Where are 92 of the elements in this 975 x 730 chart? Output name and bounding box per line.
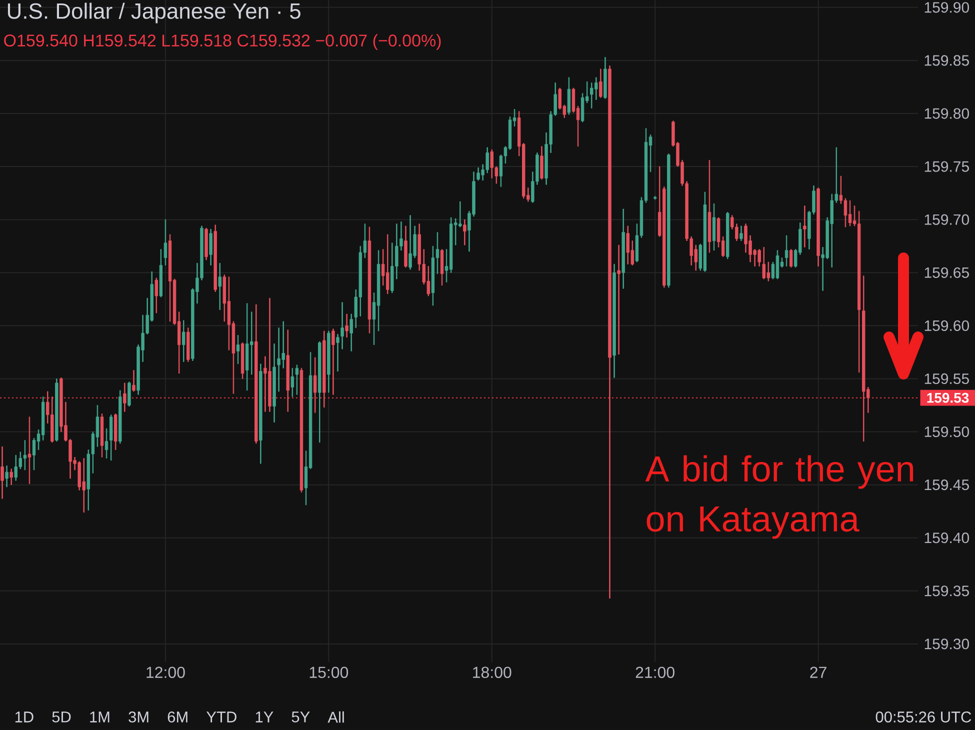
candlestick <box>286 330 290 412</box>
candlestick <box>313 357 317 413</box>
candlestick <box>540 146 544 180</box>
y-tick-label: 159.70 <box>924 214 969 225</box>
candlestick <box>617 244 620 355</box>
candlestick <box>259 364 262 464</box>
candlestick <box>848 200 852 226</box>
text: All <box>328 711 344 723</box>
candlestick <box>404 226 408 268</box>
candlestick <box>816 188 820 267</box>
candlestick <box>254 304 258 444</box>
candlestick <box>290 368 294 398</box>
y-tick-label: 159.50 <box>924 426 969 438</box>
candlestick <box>322 330 326 408</box>
candlestick <box>118 390 122 444</box>
candlestick <box>622 208 625 289</box>
y-tick-label: 159.55 <box>924 373 969 384</box>
x-tick-label: 15:00 <box>310 666 348 678</box>
chart-title: U.S. Dollar / Japanese Yen · 5 <box>8 2 300 24</box>
y-tick-label: 159.60 <box>924 320 969 331</box>
candlestick <box>712 203 716 251</box>
candlestick <box>240 342 244 379</box>
candlestick <box>340 302 344 350</box>
candlestick <box>218 262 222 310</box>
candlestick <box>300 368 304 492</box>
text: 6M <box>168 712 188 722</box>
candlestick <box>182 320 186 362</box>
y-tick-label: 159.80 <box>924 108 969 119</box>
x-tick-label: 27 <box>810 666 826 678</box>
text: 1M <box>90 712 110 722</box>
candlestick <box>186 328 190 362</box>
y-tick-label: 159.40 <box>924 532 969 544</box>
candlestick <box>440 249 444 286</box>
candlestick <box>789 249 793 268</box>
candlestick <box>612 264 616 378</box>
candlestick <box>214 224 217 292</box>
candlestick <box>100 413 104 458</box>
candlestick <box>463 219 466 246</box>
candlestick <box>159 249 163 298</box>
y-tick-label: 159.65 <box>924 267 969 278</box>
candlestick <box>123 382 126 412</box>
candlestick <box>55 378 58 442</box>
candlestick <box>803 206 806 248</box>
candlestick <box>0 446 4 499</box>
candlestick <box>567 77 571 115</box>
candlestick <box>128 382 131 407</box>
y-tick-label: 159.75 <box>924 161 969 172</box>
candlestick <box>332 328 335 395</box>
candlestick <box>604 57 607 99</box>
text: 1D <box>15 712 34 722</box>
candlestick <box>209 228 212 266</box>
text: 00:55:26 UTC <box>876 712 972 722</box>
candlestick <box>368 226 372 334</box>
candlestick <box>114 413 118 450</box>
candlestick <box>10 468 13 486</box>
y-tick-label: 159.35 <box>924 586 969 596</box>
candlestick <box>168 234 172 322</box>
candlestick <box>608 66 612 599</box>
y-tick-label: 159.30 <box>924 638 969 650</box>
text: 5Y <box>292 712 310 722</box>
candlestick <box>295 364 299 395</box>
candlestick <box>109 414 113 461</box>
y-tick-label: 159.90 <box>924 2 969 13</box>
x-tick-label: 12:00 <box>146 666 185 678</box>
text: 5D <box>52 712 71 722</box>
candlestick <box>386 234 390 294</box>
candlestick <box>599 68 602 98</box>
candlestick <box>776 250 780 280</box>
candlestick <box>726 212 730 260</box>
y-tick-label: 159.45 <box>924 480 969 490</box>
y-tick-label: 159.85 <box>924 55 969 66</box>
x-tick-label: 21:00 <box>636 666 674 678</box>
candlestick <box>154 278 158 314</box>
text: 1Y <box>256 712 274 722</box>
candlestick <box>327 330 330 393</box>
candlestick <box>318 341 322 443</box>
x-tick-label: 18:00 <box>473 666 512 678</box>
text: 3M <box>128 712 148 722</box>
ref-line-label: 159.53 <box>927 392 969 403</box>
annotation: A bid for the yen on Katayama <box>645 455 914 539</box>
candlestick <box>204 228 208 260</box>
candlestick <box>272 343 276 422</box>
candlestick <box>740 226 743 242</box>
candlestick <box>653 196 657 200</box>
candlestick <box>336 334 340 372</box>
text: O159.540 H159.542 L159.518 C159.532 −0.007 (−0.00%) <box>4 34 441 50</box>
candlestick <box>667 154 670 288</box>
candlestick <box>350 314 353 352</box>
candlestick <box>5 465 8 488</box>
candlestick <box>132 370 136 392</box>
text: YTD <box>206 712 236 722</box>
candlestick <box>345 314 348 338</box>
